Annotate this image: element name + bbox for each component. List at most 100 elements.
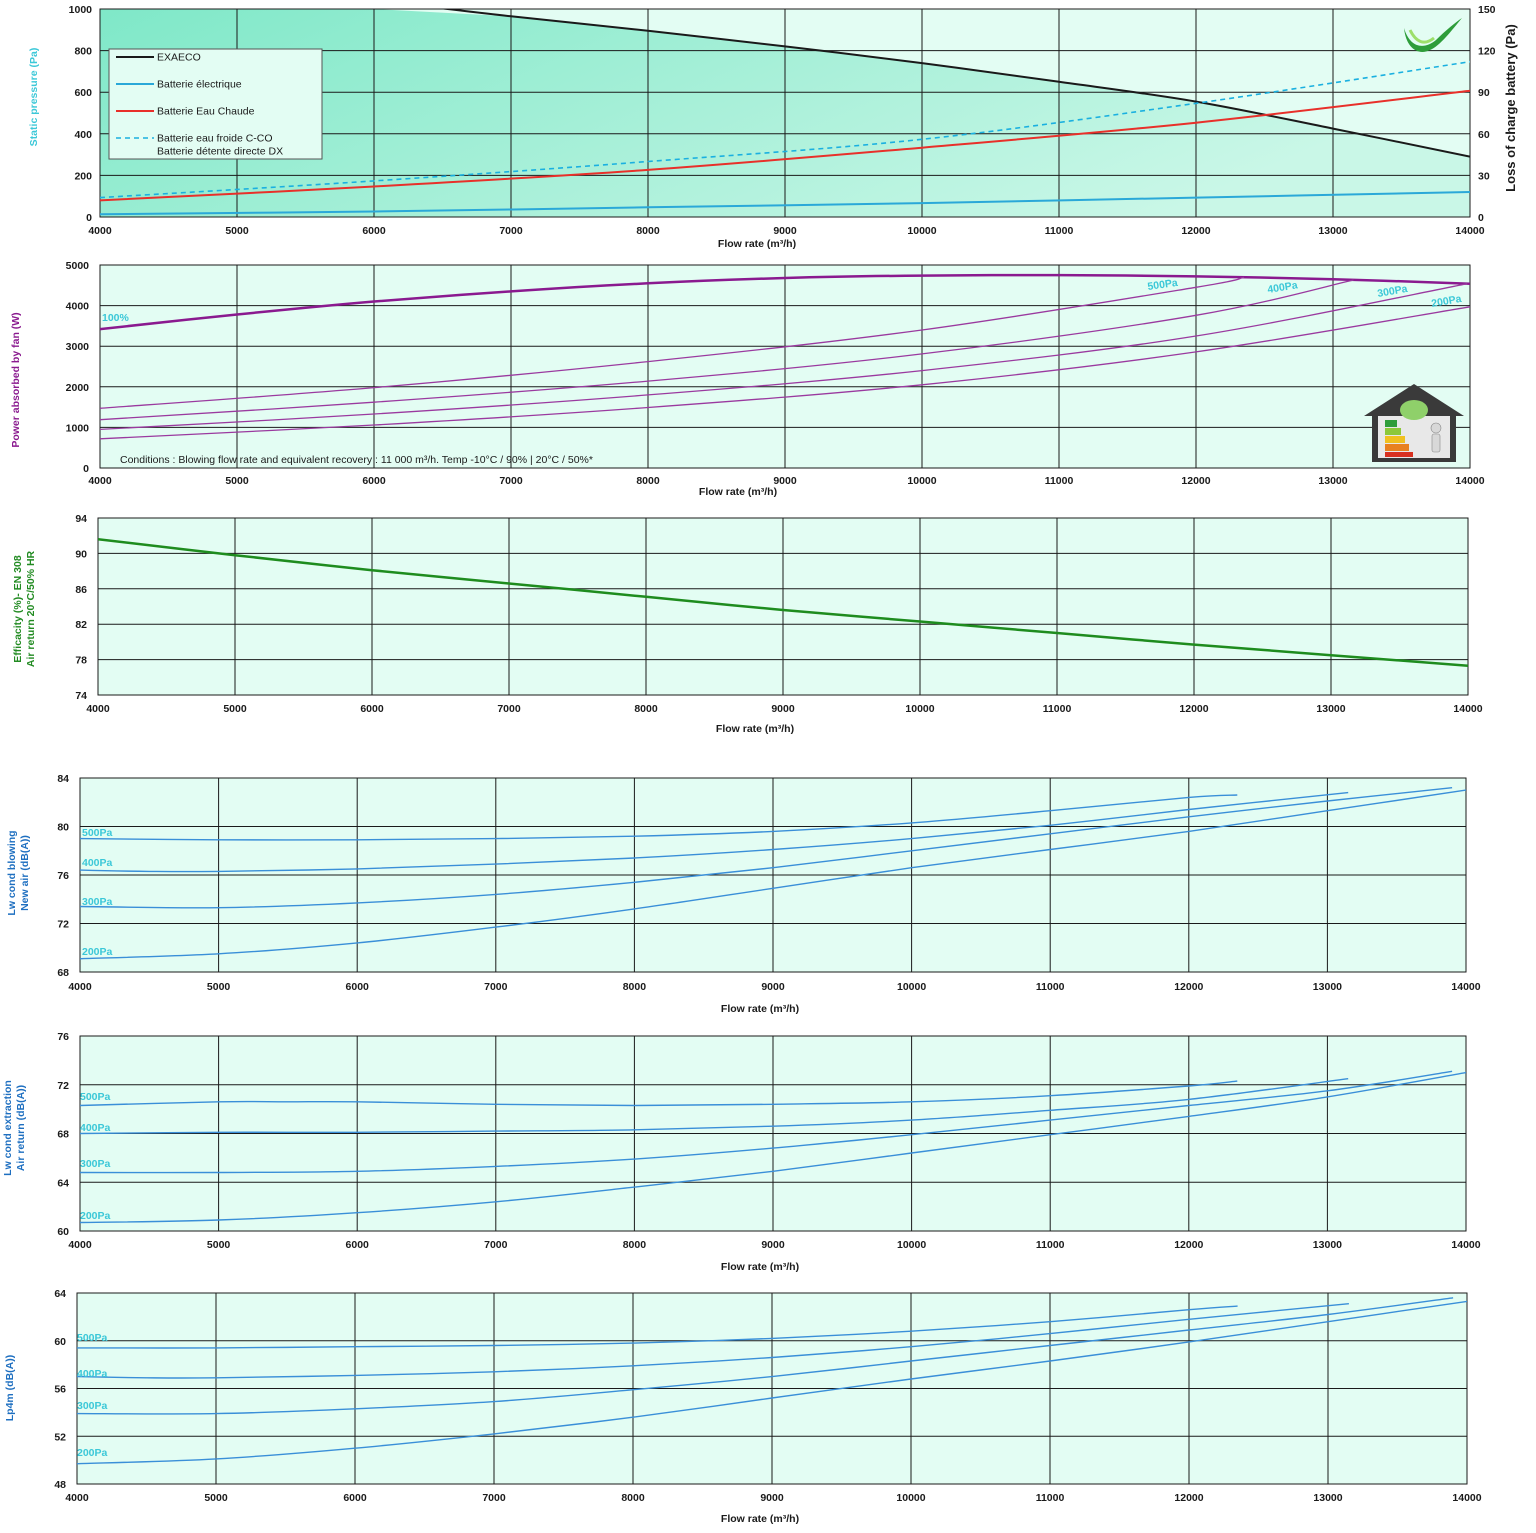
pressure-x-axis-title: Flow rate (m³/h) bbox=[718, 238, 796, 250]
lp4m-chart: 4000 5000 6000 7000 8000 9000 10000 11000 12000 1… bbox=[4, 1288, 1482, 1525]
x-tick-label: 4000 bbox=[86, 703, 110, 715]
lp4m-series-line-2 bbox=[77, 1297, 1454, 1415]
lw-extraction-label-500pa: 500Pa bbox=[80, 1091, 111, 1103]
x-tick-label: 14000 bbox=[1451, 1239, 1480, 1251]
y-tick-label: 48 bbox=[54, 1479, 66, 1491]
lw-blowing-x-axis-title: Flow rate (m³/h) bbox=[721, 1003, 799, 1015]
x-tick-label: 7000 bbox=[482, 1492, 506, 1504]
lp4m-series-line-1 bbox=[77, 1303, 1349, 1379]
x-tick-label: 12000 bbox=[1179, 703, 1208, 715]
lw-blowing-y-axis-title-line2: New air (dB(A)) bbox=[19, 835, 31, 911]
efficacity-grid bbox=[97, 517, 1469, 696]
lp4m-x-tick-labels: 4000 5000 6000 7000 8000 9000 10000 11000 12000 1… bbox=[65, 1492, 1481, 1504]
pressure-y2-axis-title: Loss of charge battery (Pa) bbox=[1503, 24, 1518, 192]
x-tick-label: 10000 bbox=[897, 1239, 926, 1251]
y-tick-label: 86 bbox=[75, 584, 87, 596]
y-tick-label: 52 bbox=[54, 1431, 66, 1443]
lw_extraction-series-line-3 bbox=[80, 1071, 1466, 1224]
y-tick-label: 76 bbox=[57, 870, 69, 882]
x-tick-label: 8000 bbox=[636, 475, 660, 487]
power-series bbox=[100, 273, 1470, 440]
lp4m-y-axis-title: Lp4m (dB(A)) bbox=[4, 1355, 16, 1422]
lw-extraction-label-200pa: 200Pa bbox=[80, 1210, 111, 1222]
x-tick-label: 9000 bbox=[773, 225, 797, 237]
x-tick-label: 11000 bbox=[1036, 981, 1065, 993]
x-tick-label: 14000 bbox=[1455, 225, 1484, 237]
x-tick-label: 8000 bbox=[623, 1239, 647, 1251]
pressure-series-line-0 bbox=[439, 9, 1470, 158]
x-tick-label: 5000 bbox=[223, 703, 247, 715]
lw_blowing-series-line-2 bbox=[80, 787, 1453, 909]
pressure-legend: EXAECO Batterie électrique Batterie Eau … bbox=[108, 48, 323, 160]
x-tick-label: 13000 bbox=[1313, 1239, 1342, 1251]
power-label-100-percent: 100% bbox=[102, 312, 130, 324]
lw-blowing-y-tick-labels: 68 72 76 80 84 bbox=[57, 773, 69, 979]
lw-extraction-label-400pa: 400Pa bbox=[80, 1122, 111, 1134]
x-tick-label: 4000 bbox=[88, 225, 112, 237]
power-series-line-3 bbox=[100, 283, 1468, 431]
lw-blowing-label-300pa: 300Pa bbox=[82, 896, 113, 908]
y-tick-label: 90 bbox=[75, 548, 87, 560]
y-tick-label: 56 bbox=[54, 1384, 66, 1396]
y-tick-label: 64 bbox=[54, 1288, 66, 1300]
plot-frame bbox=[99, 264, 1471, 469]
x-tick-label: 13000 bbox=[1313, 981, 1342, 993]
lw-blowing-series bbox=[80, 787, 1466, 960]
y-tick-label: 72 bbox=[57, 919, 69, 931]
x-tick-label: 5000 bbox=[225, 475, 249, 487]
x-tick-label: 12000 bbox=[1174, 1492, 1203, 1504]
y-tick-label: 68 bbox=[57, 967, 69, 979]
energy-label-house-icon bbox=[1364, 384, 1464, 462]
x-tick-label: 6000 bbox=[362, 475, 386, 487]
x-tick-label: 13000 bbox=[1313, 1492, 1342, 1504]
pressure-series-line-3 bbox=[100, 60, 1470, 199]
x-tick-label: 5000 bbox=[204, 1492, 228, 1504]
plot-frame bbox=[99, 8, 1471, 218]
x-tick-label: 11000 bbox=[1036, 1239, 1065, 1251]
power-absorbed-chart: 4000 5000 6000 7000 8000 9000 10000 11000 12000 1… bbox=[10, 260, 1485, 498]
x-tick-label: 4000 bbox=[88, 475, 112, 487]
lw_blowing-series-line-1 bbox=[80, 791, 1349, 873]
y-tick-label: 3000 bbox=[66, 341, 90, 353]
legend-box bbox=[108, 48, 323, 160]
y-tick-label: 400 bbox=[74, 129, 92, 141]
x-tick-label: 6000 bbox=[360, 703, 384, 715]
lw_extraction-series-line-2 bbox=[80, 1070, 1453, 1174]
y-tick-label: 5000 bbox=[66, 260, 90, 272]
y-tick-label: 0 bbox=[86, 212, 92, 224]
efficacity-chart: 4000 5000 6000 7000 8000 9000 10000 11000 12000 1… bbox=[12, 513, 1483, 735]
y-tick-label: 0 bbox=[83, 463, 89, 475]
x-tick-label: 12000 bbox=[1174, 981, 1203, 993]
pressure-grid bbox=[99, 8, 1471, 218]
y-tick-label: 74 bbox=[75, 690, 87, 702]
x-tick-label: 14000 bbox=[1455, 475, 1484, 487]
y-tick-label: 76 bbox=[57, 1031, 69, 1043]
plot-frame bbox=[79, 777, 1467, 973]
lp4m-label-300pa: 300Pa bbox=[77, 1400, 108, 1412]
x-tick-label: 10000 bbox=[907, 225, 936, 237]
efficacity-y-axis-title-line1: Efficacity (%)- EN 308 bbox=[12, 555, 24, 663]
pressure-x-tick-labels: 4000 5000 6000 7000 8000 9000 10000 11000 12000 1… bbox=[88, 225, 1484, 237]
x-tick-label: 12000 bbox=[1174, 1239, 1203, 1251]
x-tick-label: 11000 bbox=[1045, 225, 1074, 237]
x-tick-label: 11000 bbox=[1045, 475, 1074, 487]
y2-tick-label: 120 bbox=[1478, 46, 1496, 58]
lw-blowing-grid bbox=[79, 777, 1467, 973]
x-tick-label: 10000 bbox=[905, 703, 934, 715]
y-tick-label: 72 bbox=[57, 1080, 69, 1092]
power-label-400pa: 400Pa bbox=[1267, 279, 1299, 296]
x-tick-label: 7000 bbox=[499, 225, 523, 237]
x-tick-label: 9000 bbox=[771, 703, 795, 715]
x-tick-label: 11000 bbox=[1036, 1492, 1065, 1504]
x-tick-label: 6000 bbox=[346, 1239, 370, 1251]
y-tick-label: 84 bbox=[57, 773, 69, 785]
legend-label-batterie-eau-froide: Batterie eau froide C-CO bbox=[157, 133, 273, 145]
x-tick-label: 14000 bbox=[1452, 1492, 1481, 1504]
y-tick-label: 1000 bbox=[66, 422, 90, 434]
lw_extraction-series-line-1 bbox=[80, 1078, 1349, 1135]
y-tick-label: 60 bbox=[54, 1336, 66, 1348]
x-tick-label: 14000 bbox=[1451, 981, 1480, 993]
power-series-line-1 bbox=[100, 276, 1245, 409]
lw-extraction-x-axis-title: Flow rate (m³/h) bbox=[721, 1261, 799, 1273]
